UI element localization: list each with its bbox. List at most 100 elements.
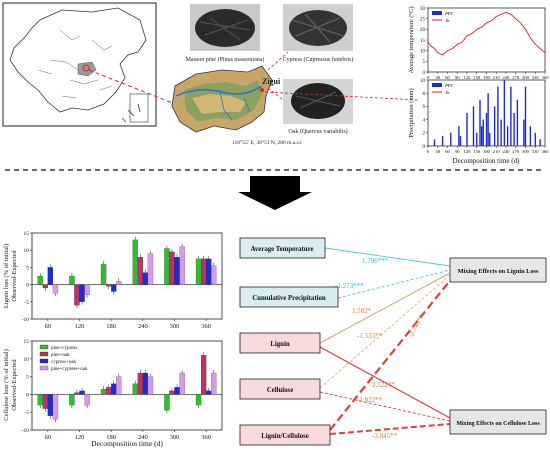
cellulose-xtick-label: 240 (138, 434, 148, 441)
down-arrow-icon (238, 176, 312, 210)
temperature-ytick-label: 10 (420, 49, 426, 54)
precipitation-xtick-label: 300 (522, 149, 530, 154)
cellulose-bar (74, 392, 80, 395)
precipitation-bar (489, 132, 491, 146)
cellulose-bar (37, 394, 43, 406)
cellulose-bar (111, 383, 117, 395)
lignin-bar (211, 265, 217, 285)
temperature-ytick-label: 15 (420, 39, 426, 44)
cellulose-xtick-label: 180 (106, 434, 116, 441)
sample-photos: Masson pine (Pinus massoniana) Cypress (… (186, 4, 354, 135)
precipitation-legend-ta: Ta (445, 90, 450, 95)
precipitation-xtick-label: 120 (464, 149, 472, 154)
lignin-bar (105, 284, 112, 287)
lignin-bar (169, 251, 175, 285)
node-mix-cellulose: Mixing Effects on Cellulose Loss (456, 421, 540, 427)
precipitation-bar (459, 136, 462, 146)
precipitation-xtick-label: 210 (493, 149, 501, 154)
legend-label-pine-oak: pine+oak (51, 353, 70, 358)
cellulose-xtick-label: 300 (170, 434, 180, 441)
temperature-xtick-label: 60 (445, 75, 450, 80)
lignin-bar (206, 258, 212, 285)
path-lignin-cellulose (319, 346, 451, 419)
lignin-plot-area (31, 232, 223, 320)
precipitation-bar (487, 93, 489, 146)
precipitation-xtick-label: 30 (435, 149, 440, 154)
precipitation-bar (516, 99, 519, 146)
node-mix-lignin-box (449, 257, 547, 283)
coef-lc-lignin: -2.745** (407, 313, 426, 339)
precipitation-ytick-label: 2 (423, 132, 426, 137)
lignin-ytick-label: -10 (22, 317, 30, 323)
bar-legend: pine+cypress pine+oak cypress+oak pine+c… (39, 344, 88, 372)
cellulose-bar (105, 387, 112, 395)
precipitation-bar (441, 136, 444, 146)
precipitation-bar (485, 113, 488, 146)
lignin-bar (147, 253, 154, 285)
node-mix-cellulose-box (449, 409, 547, 435)
bar-xlabel: Decomposition time (d) (91, 439, 163, 448)
precipitation-ytick-label: 4 (423, 118, 426, 123)
cellulose-plot-area (31, 340, 223, 431)
node-cum-precip: Cumulative Precipitation (252, 295, 326, 302)
path-lc-lignin (329, 277, 453, 431)
site-connector-top (267, 51, 289, 71)
precipitation-bar (433, 139, 436, 146)
precipitation-xtick-label: 240 (503, 149, 511, 154)
map-connector-line (88, 69, 176, 105)
precipitation-legend-ppt-swatch (432, 83, 442, 87)
cellulose-bar (164, 394, 170, 411)
cellulose-bar (201, 355, 207, 395)
node-cellulose: Cellulose (267, 387, 293, 394)
precipitation-ytick-label: 8 (423, 92, 426, 97)
node-lignin: Lignin (270, 341, 289, 348)
lignin-bar (116, 281, 122, 285)
path-temp-lignin (324, 247, 451, 267)
precipitation-ytick-label: 6 (423, 105, 426, 110)
node-cellulose-box (239, 378, 321, 400)
cypress-label: Cypress (Cupressus funebris) (283, 56, 354, 63)
precipitation-xtick-label: 60 (445, 149, 450, 154)
cellulose-bar (79, 390, 85, 395)
coef-cellulose-cellulose: -1.822** (357, 396, 383, 404)
legend-label-pine-cypress: pine+cypress (51, 346, 77, 351)
temperature-xtick-label: 120 (464, 75, 472, 80)
coef-lignin-lignin: 1.582* (352, 307, 372, 315)
path-precip-lignin (337, 269, 451, 299)
lignin-xtick-label: 180 (106, 323, 116, 330)
precipitation-bar (472, 106, 475, 146)
cellulose-bar (47, 394, 53, 416)
temperature-xtick-label: 270 (512, 75, 520, 80)
precipitation-bar (476, 132, 478, 146)
temperature-ytick-label: 20 (420, 28, 426, 33)
path-diagram: 1.796*** -1.273*** 1.582* -1.533** -2.74… (239, 237, 547, 446)
legend-label-pine-cypress-oak: pine+cypress+oak (51, 367, 88, 372)
cellulose-bar (206, 390, 212, 395)
temperature-xtick-label: 360 (542, 75, 550, 80)
masson-pine-label: Masson pine (Pinus massoniana) (186, 56, 265, 63)
temperature-xtick-label: 210 (493, 75, 501, 80)
temperature-legend-ta: Ta (445, 18, 450, 23)
lignin-ytick-label: 10 (24, 248, 30, 254)
temperature-ytick-label: 30 (420, 7, 426, 12)
temperature-ytick-label: 0 (423, 71, 426, 76)
lignin-ytick-label: -5 (24, 300, 29, 306)
lignin-bar (74, 284, 80, 306)
cellulose-bar (132, 383, 138, 395)
cellulose-bar (211, 372, 217, 395)
site-relief-map: Zigui 110°55′ E, 30°51′N, 280 m.a.s.l (171, 65, 302, 146)
cellulose-ylabel-2: Observed-Expected (11, 359, 18, 411)
precipitation-ylabel: Precipitation (mm) (408, 88, 415, 137)
lignin-bar (132, 239, 138, 285)
site-connector-mid (267, 87, 284, 101)
precipitation-bar (506, 126, 509, 146)
lignin-bar (100, 263, 107, 285)
lignin-bar (179, 246, 185, 285)
precipitation-bar (539, 139, 541, 146)
lignin-bar (195, 258, 202, 285)
cellulose-bar (116, 376, 122, 395)
cellulose-bar (174, 387, 180, 395)
precipitation-xlabel: Decomposition time (d) (453, 157, 521, 165)
node-avg-temp-box (239, 237, 326, 259)
